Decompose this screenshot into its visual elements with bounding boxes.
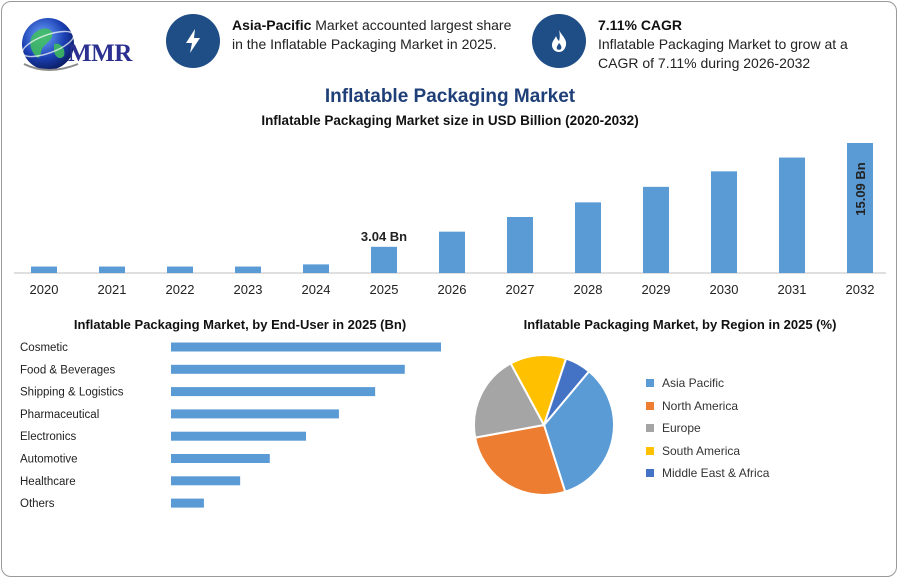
- x-tick-label: 2032: [846, 282, 875, 297]
- x-tick-label: 2024: [302, 282, 331, 297]
- category-label: Shipping & Logistics: [20, 387, 124, 399]
- x-tick-label: 2022: [166, 282, 195, 297]
- hbar-Pharmaceutical: [171, 409, 339, 419]
- hbar-Automotive: [171, 454, 270, 463]
- bar-2022: [167, 266, 193, 273]
- highlight-cagr: 7.11% CAGR Inflatable Packaging Market t…: [532, 14, 892, 73]
- legend-label: South America: [662, 443, 741, 458]
- bar-2027: [507, 217, 533, 273]
- pie-slice-North America: [473, 423, 567, 496]
- x-tick-label: 2021: [98, 282, 127, 297]
- x-tick-label: 2027: [506, 282, 535, 297]
- highlight-body: Inflatable Packaging Market to grow at a…: [598, 36, 848, 71]
- hbar-Cosmetic: [171, 342, 441, 352]
- x-tick-label: 2029: [642, 282, 671, 297]
- bar-2030: [711, 171, 737, 273]
- data-label: 3.04 Bn: [361, 229, 407, 244]
- x-tick-label: 2026: [438, 282, 467, 297]
- highlight-text: Asia-Pacific Market accounted largest sh…: [232, 16, 526, 54]
- bar-2029: [643, 186, 669, 273]
- bar-2031: [779, 157, 805, 273]
- x-tick-label: 2028: [574, 282, 603, 297]
- flame-icon: [532, 14, 586, 68]
- x-tick-label: 2020: [30, 282, 59, 297]
- hbar-Healthcare: [171, 476, 241, 486]
- hbar-Shipping & Logistics: [171, 387, 376, 397]
- hbar-Food & Beverages: [171, 364, 405, 374]
- pie-slice-Asia Pacific: [542, 369, 615, 493]
- highlight-body: Market accounted largest share in the In…: [232, 17, 512, 52]
- category-label: Healthcare: [20, 476, 76, 488]
- region-chart-title: Inflatable Packaging Market, by Region i…: [523, 317, 837, 332]
- mmr-logo: [21, 18, 79, 71]
- bar-2026: [439, 231, 465, 273]
- data-label: 15.09 Bn: [853, 162, 868, 216]
- category-label: Electronics: [20, 431, 76, 443]
- x-tick-label: 2031: [778, 282, 807, 297]
- pie-slice-Europe: [473, 362, 546, 439]
- legend-label: Middle East & Africa: [662, 466, 770, 481]
- region-pie-chart: [473, 354, 615, 496]
- x-tick-label: 2030: [710, 282, 739, 297]
- bar-2023: [235, 266, 261, 273]
- bar-2025: [371, 246, 397, 273]
- bar-2028: [575, 202, 601, 273]
- end-user-chart-title: Inflatable Packaging Market, by End-User…: [73, 317, 407, 332]
- legend-swatch: [646, 469, 654, 478]
- category-label: Automotive: [20, 454, 78, 466]
- bar-2020: [31, 266, 57, 273]
- category-label: Others: [20, 498, 55, 510]
- hbar-Others: [171, 498, 204, 508]
- category-label: Pharmaceutical: [20, 409, 99, 421]
- highlight-bold: 7.11% CAGR: [598, 17, 683, 33]
- legend-item: South America: [646, 440, 769, 463]
- legend-label: Asia Pacific: [662, 376, 725, 391]
- category-label: Cosmetic: [20, 342, 68, 354]
- pie-slice-Middle East & Africa: [543, 357, 591, 426]
- highlight-asia-pacific: Asia-Pacific Market accounted largest sh…: [166, 14, 526, 68]
- bar-2032: [847, 143, 873, 273]
- legend-label: North America: [662, 398, 739, 413]
- region-legend: Asia Pacific North America Europe South Ame…: [646, 372, 769, 485]
- page-title: Inflatable Packaging Market: [324, 86, 576, 107]
- pie-slice-South America: [509, 354, 568, 428]
- category-label: Food & Beverages: [20, 364, 116, 376]
- highlight-text: 7.11% CAGR Inflatable Packaging Market t…: [598, 16, 892, 73]
- hbar-Electronics: [171, 431, 306, 441]
- bar-chart-title: Inflatable Packaging Market size in USD …: [261, 113, 639, 128]
- brand-logo-text: MMR: [68, 40, 132, 67]
- lightning-bolt-icon: [166, 14, 220, 68]
- legend-item: North America: [646, 395, 769, 418]
- x-tick-label: 2025: [370, 282, 399, 297]
- legend-item: Europe: [646, 417, 769, 440]
- legend-swatch: [646, 446, 654, 455]
- highlight-bold: Asia-Pacific: [232, 17, 312, 33]
- legend-swatch: [646, 424, 654, 433]
- legend-swatch: [646, 379, 654, 388]
- legend-item: Middle East & Africa: [646, 462, 769, 485]
- x-tick-label: 2023: [234, 282, 263, 297]
- market-size-bar-chart: 2020 2021 2022 2023 2024 2025 2026 2027 2028 2029…: [14, 143, 886, 297]
- legend-swatch: [646, 401, 654, 410]
- bar-2024: [303, 264, 329, 273]
- legend-item: Asia Pacific: [646, 372, 769, 395]
- bar-2021: [99, 266, 125, 273]
- end-user-bar-chart: Cosmetic Food & Beverages Shipping & Logis…: [20, 342, 441, 510]
- legend-label: Europe: [662, 421, 701, 436]
